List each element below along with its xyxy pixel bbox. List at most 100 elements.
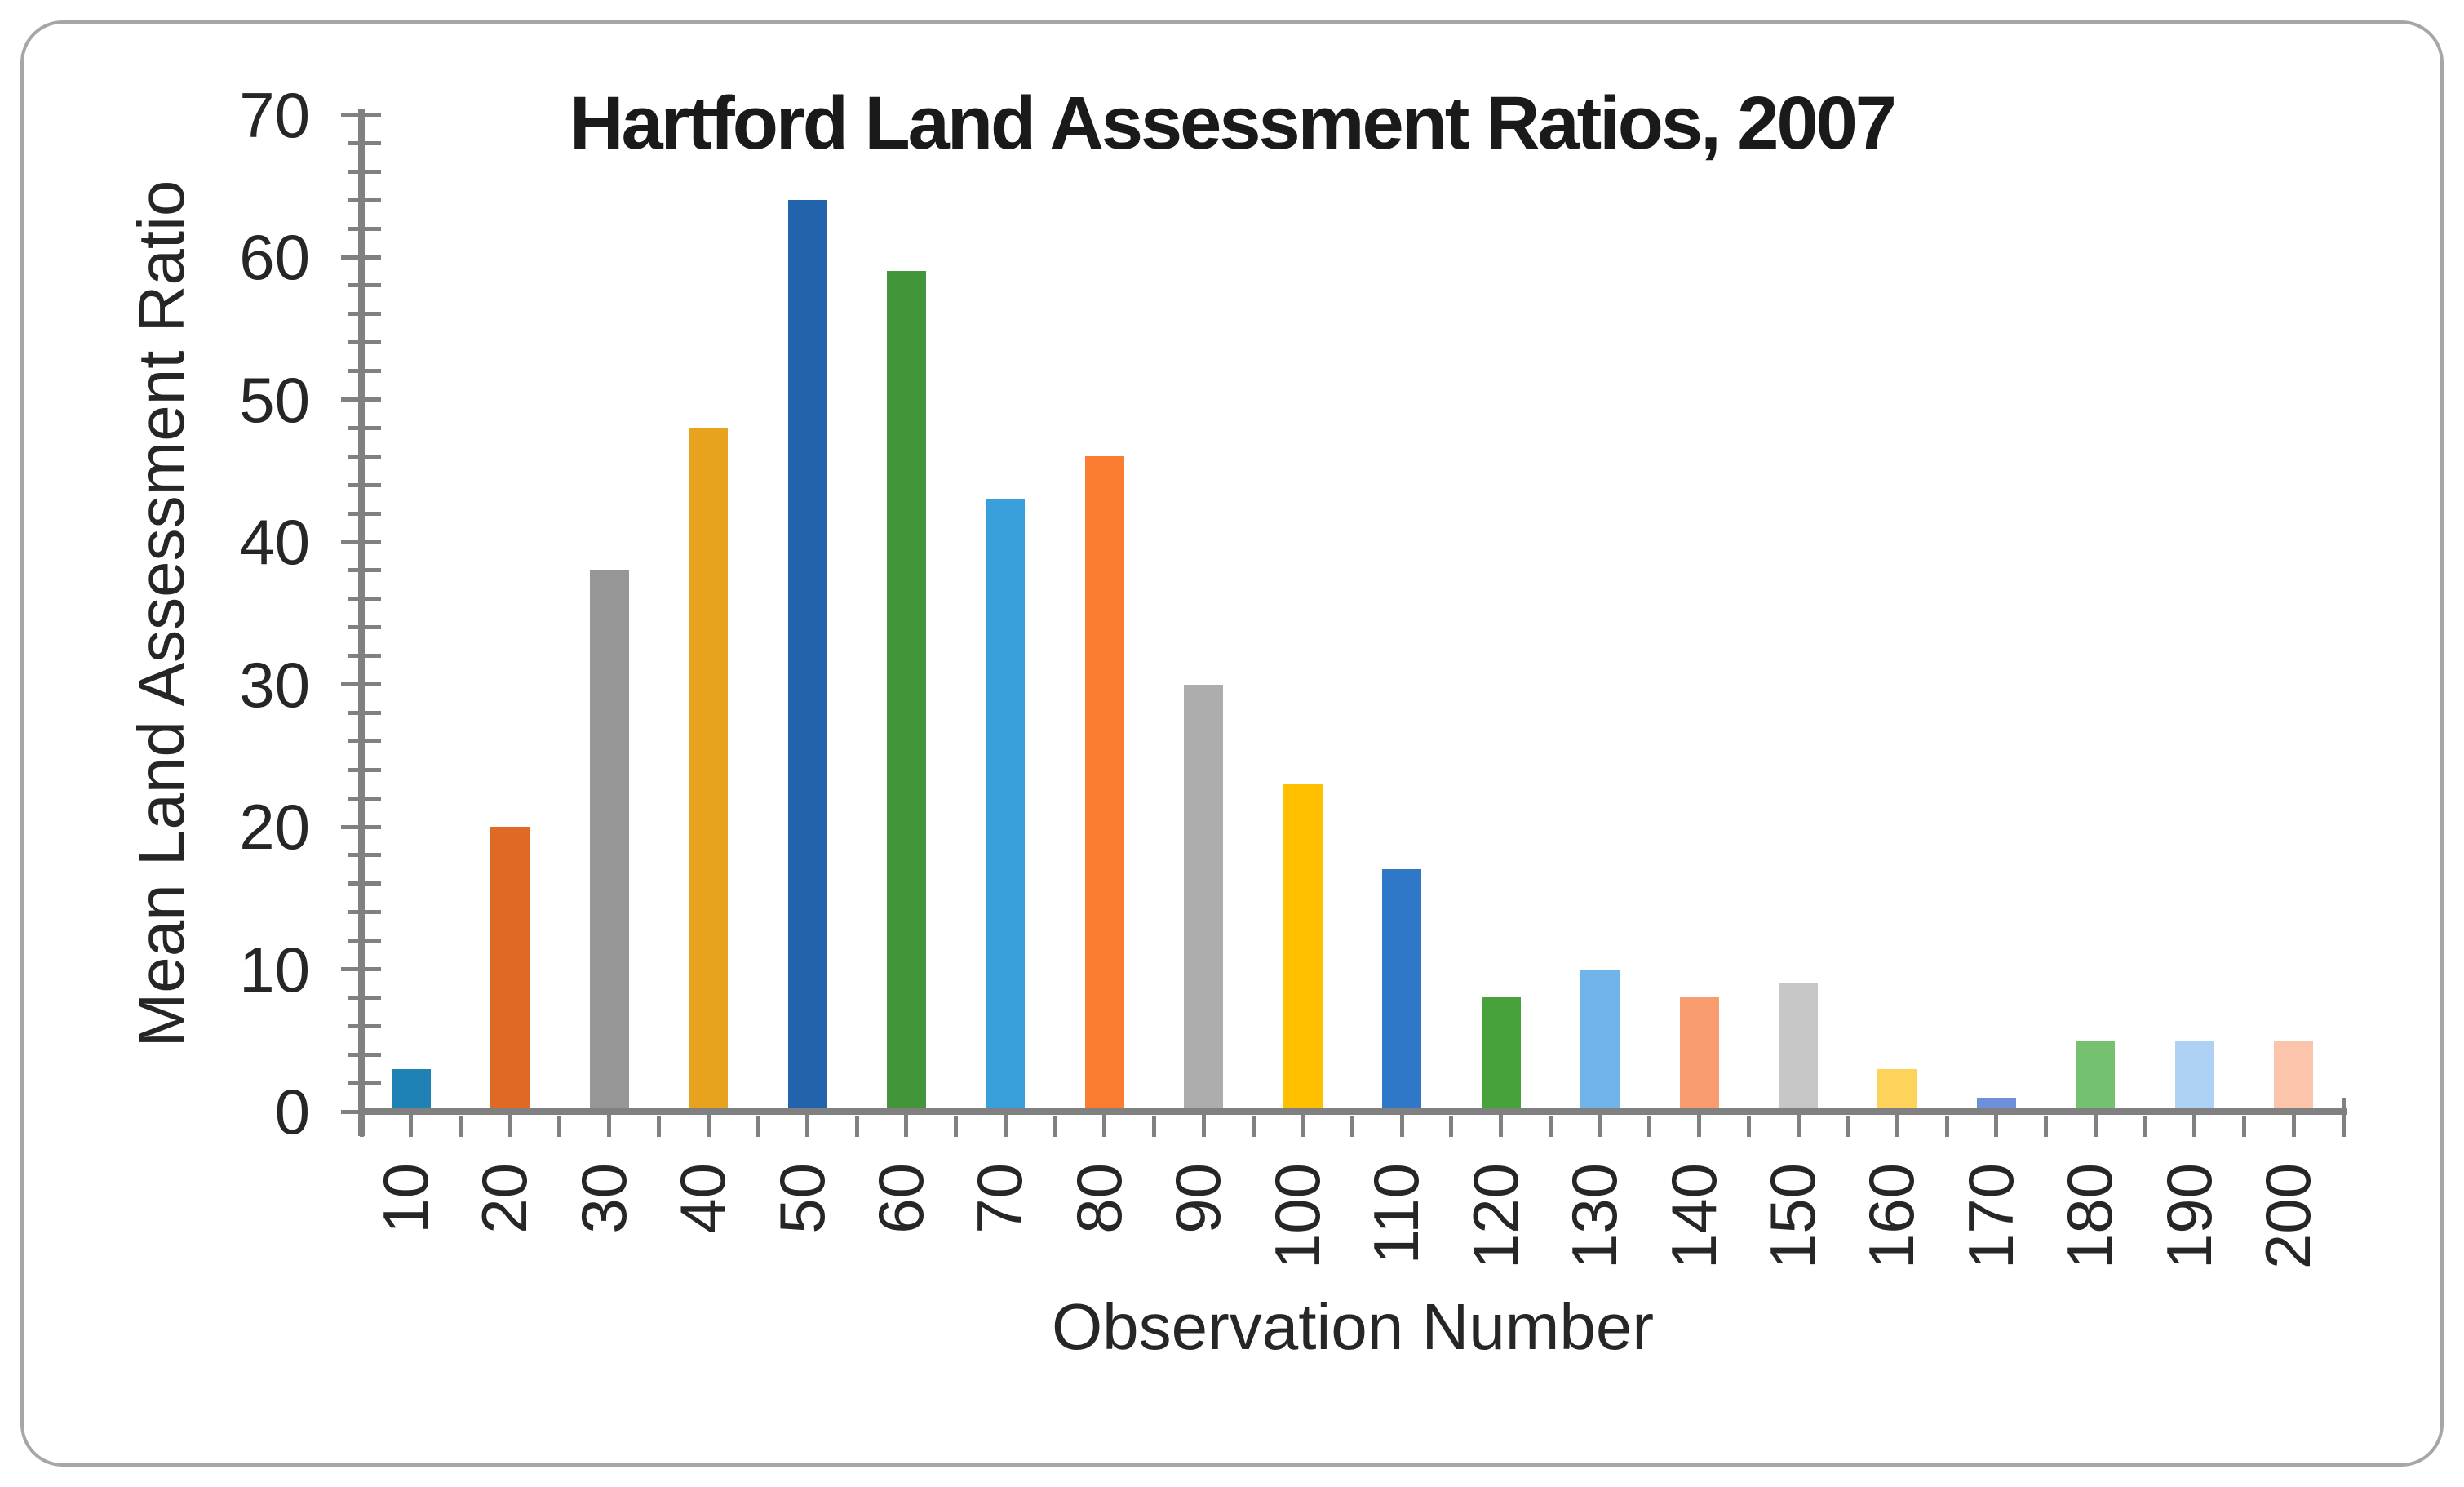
x-axis-tick: [1350, 1116, 1354, 1137]
x-axis-tick: [507, 1098, 512, 1137]
y-axis-line: [358, 109, 365, 1136]
bar-30: [589, 570, 629, 1112]
y-axis-tick: [341, 113, 381, 117]
x-tick-label: 140: [1657, 1163, 1730, 1270]
x-tick-label: 60: [864, 1163, 937, 1234]
chart-frame: [20, 20, 2444, 1467]
x-axis-tick: [2341, 1098, 2346, 1137]
bar-40: [689, 428, 729, 1112]
y-axis-tick: [348, 1081, 381, 1085]
y-axis-tick: [341, 967, 381, 971]
x-tick-label: 180: [2054, 1163, 2126, 1270]
x-axis-tick: [854, 1116, 859, 1137]
x-tick-label: 130: [1558, 1163, 1631, 1270]
x-axis-tick: [805, 1098, 810, 1137]
y-axis-tick: [348, 939, 381, 943]
x-axis-tick: [1994, 1098, 1999, 1137]
bar-180: [2076, 1040, 2116, 1112]
y-axis-tick: [348, 511, 381, 516]
y-axis-tick: [348, 425, 381, 430]
chart-title: Hartford Land Assessment Ratios, 2007: [569, 82, 1897, 165]
y-axis-tick: [348, 654, 381, 659]
x-axis-tick: [1053, 1116, 1057, 1137]
x-axis-tick: [1003, 1098, 1008, 1137]
x-axis-tick: [656, 1116, 661, 1137]
x-axis-tick: [1548, 1116, 1553, 1137]
y-axis-tick: [348, 198, 381, 202]
y-tick-label: 20: [239, 791, 310, 863]
x-axis-tick: [1746, 1116, 1751, 1137]
y-axis-tick: [348, 767, 381, 772]
x-tick-label: 10: [369, 1163, 441, 1234]
bar-160: [1877, 1068, 1917, 1112]
bar-200: [2274, 1040, 2314, 1112]
x-axis-tick: [1201, 1098, 1206, 1137]
y-axis-tick: [341, 397, 381, 402]
x-axis-tick: [1647, 1116, 1652, 1137]
y-tick-label: 10: [239, 933, 310, 1005]
x-axis-tick: [1499, 1098, 1504, 1137]
y-axis-tick: [341, 539, 381, 544]
x-tick-label: 120: [1459, 1163, 1531, 1270]
x-tick-label: 100: [1261, 1163, 1333, 1270]
x-tick-label: 30: [567, 1163, 640, 1234]
y-axis-tick: [348, 1023, 381, 1028]
x-tick-label: 160: [1855, 1163, 1928, 1270]
bar-20: [490, 827, 530, 1112]
y-axis-tick: [348, 995, 381, 1000]
y-axis-tick: [348, 597, 381, 601]
bar-60: [886, 271, 926, 1112]
bar-120: [1481, 997, 1521, 1112]
y-axis-tick: [341, 682, 381, 686]
y-tick-label: 30: [239, 648, 310, 721]
x-axis-tick: [409, 1098, 414, 1137]
x-axis-tick: [359, 1116, 364, 1137]
x-axis-tick: [1301, 1098, 1305, 1137]
bar-90: [1184, 684, 1224, 1112]
x-tick-label: 80: [1062, 1163, 1135, 1234]
bar-50: [787, 200, 827, 1112]
bar-10: [391, 1068, 431, 1112]
x-axis-tick: [2143, 1116, 2147, 1137]
bar-170: [1976, 1097, 2016, 1112]
bar-130: [1580, 969, 1620, 1112]
x-axis-tick: [1102, 1098, 1107, 1137]
x-axis-tick: [2291, 1098, 2296, 1137]
y-axis-tick: [348, 739, 381, 744]
y-axis-tick: [348, 881, 381, 886]
y-axis-tick: [348, 140, 381, 145]
x-axis-tick: [1152, 1116, 1157, 1137]
x-tick-label: 40: [667, 1163, 739, 1234]
y-axis-tick: [348, 169, 381, 174]
bar-100: [1283, 783, 1323, 1112]
x-axis-tick: [1895, 1098, 1899, 1137]
x-tick-label: 150: [1757, 1163, 1829, 1270]
y-axis-tick: [341, 255, 381, 260]
y-axis-tick: [348, 853, 381, 858]
y-tick-label: 50: [239, 363, 310, 436]
x-axis-tick: [2044, 1116, 2049, 1137]
x-axis-tick: [2242, 1116, 2247, 1137]
y-axis-tick: [348, 910, 381, 915]
x-axis-title: Observation Number: [1051, 1290, 1655, 1363]
x-axis-tick: [706, 1098, 711, 1137]
x-axis-tick: [1796, 1098, 1801, 1137]
y-axis-title: Mean Land Assessment Ratio: [125, 180, 197, 1048]
y-axis-tick: [348, 312, 381, 317]
y-tick-label: 40: [239, 506, 310, 578]
y-axis-tick: [348, 1052, 381, 1057]
x-axis-tick: [607, 1098, 612, 1137]
y-axis-tick: [348, 482, 381, 487]
x-axis-tick: [1399, 1098, 1404, 1137]
y-axis-tick: [348, 796, 381, 801]
bar-70: [986, 499, 1026, 1112]
x-tick-label: 20: [468, 1163, 541, 1234]
y-axis-tick: [341, 824, 381, 829]
x-tick-label: 170: [1954, 1163, 2027, 1270]
y-axis-tick: [348, 369, 381, 374]
y-tick-label: 70: [239, 78, 310, 151]
x-tick-label: 110: [1360, 1163, 1433, 1265]
x-tick-label: 50: [765, 1163, 838, 1234]
y-tick-label: 60: [239, 221, 310, 293]
